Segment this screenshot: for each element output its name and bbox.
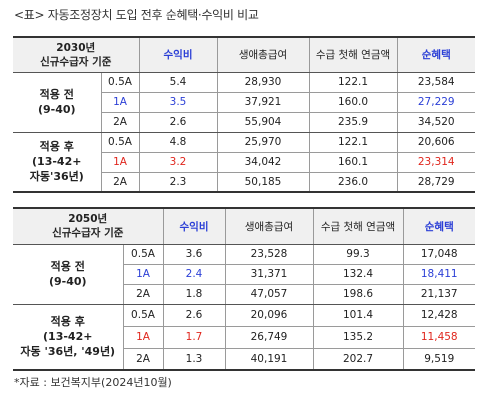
comparison-table-2050: 2050년 신규수급자 기준 수익비 생애총급여 수급 첫해 연금액 순혜택 적… (13, 207, 475, 371)
header-lifetime-benefit: 생애총급여 (217, 36, 310, 73)
net-benefit-cell: 12,428 (403, 304, 475, 327)
return-ratio-cell: 1.3 (163, 348, 226, 371)
income-level: 1A (101, 152, 140, 173)
net-benefit-cell: 20,606 (397, 132, 475, 153)
net-benefit-cell: 11,458 (403, 326, 475, 349)
net-benefit-cell: 23,314 (397, 152, 475, 173)
group-label-before: 적용 전 (9-40) (13, 244, 124, 305)
return-ratio-cell: 1.8 (163, 284, 226, 305)
group-label-after: 적용 후 (13-42+ 자동 '36년, '49년) (13, 304, 124, 371)
header-net-benefit: 순혜택 (397, 36, 475, 73)
net-benefit-cell: 17,048 (403, 244, 475, 265)
lifetime-benefit-cell: 31,371 (225, 264, 314, 285)
income-level: 1A (101, 92, 140, 113)
group-label-before: 적용 전 (9-40) (13, 72, 102, 133)
income-level: 0.5A (123, 244, 164, 265)
table-row: 적용 전 (9-40) 0.5A 5.4 28,930 122.1 23,584 (13, 72, 475, 133)
first-year-pension-cell: 135.2 (313, 326, 404, 349)
return-ratio-cell: 5.4 (139, 72, 218, 93)
first-year-pension-cell: 198.6 (313, 284, 404, 305)
income-level: 1A (123, 326, 164, 349)
table-row: 적용 후 (13-42+ 자동'36년) 0.5A 4.8 25,970 122… (13, 132, 475, 193)
return-ratio-cell: 3.5 (139, 92, 218, 113)
income-level: 1A (123, 264, 164, 285)
net-benefit-cell: 18,411 (403, 264, 475, 285)
lifetime-benefit-cell: 25,970 (217, 132, 310, 153)
return-ratio-cell: 2.6 (139, 112, 218, 133)
header-lifetime-benefit: 생애총급여 (225, 207, 314, 245)
return-ratio-cell: 2.6 (163, 304, 226, 327)
table-row: 2A 2.3 50,185 236.0 28,729 (13, 172, 475, 193)
lifetime-benefit-cell: 37,921 (217, 92, 310, 113)
table-row: 2A 1.3 40,191 202.7 9,519 (13, 348, 475, 371)
first-year-pension-cell: 202.7 (313, 348, 404, 371)
net-benefit-cell: 28,729 (397, 172, 475, 193)
return-ratio-cell: 3.2 (139, 152, 218, 173)
header-return-ratio: 수익비 (139, 36, 218, 73)
header-net-benefit: 순혜택 (403, 207, 475, 245)
first-year-pension-cell: 236.0 (309, 172, 398, 193)
table-row: 1A 3.5 37,921 160.0 27,229 (13, 92, 475, 113)
net-benefit-cell: 23,584 (397, 72, 475, 93)
page-title: <표> 자동조정장치 도입 전후 순혜택·수익비 비교 (14, 8, 259, 22)
income-level: 2A (123, 348, 164, 371)
return-ratio-cell: 4.8 (139, 132, 218, 153)
table-row: 적용 전 (9-40) 0.5A 3.6 23,528 99.3 17,048 (13, 244, 475, 305)
header-first-year-pension: 수급 첫해 연금액 (313, 207, 404, 245)
net-benefit-cell: 27,229 (397, 92, 475, 113)
lifetime-benefit-cell: 47,057 (225, 284, 314, 305)
header-first-year-pension: 수급 첫해 연금액 (309, 36, 398, 73)
first-year-pension-cell: 101.4 (313, 304, 404, 327)
net-benefit-cell: 34,520 (397, 112, 475, 133)
source-note: *자료 : 보건복지부(2024년10월) (14, 376, 172, 389)
lifetime-benefit-cell: 26,749 (225, 326, 314, 349)
first-year-pension-cell: 235.9 (309, 112, 398, 133)
table-row: 2A 1.8 47,057 198.6 21,137 (13, 284, 475, 305)
lifetime-benefit-cell: 20,096 (225, 304, 314, 327)
lifetime-benefit-cell: 50,185 (217, 172, 310, 193)
first-year-pension-cell: 160.0 (309, 92, 398, 113)
income-level: 0.5A (101, 72, 140, 93)
table-row: 2A 2.6 55,904 235.9 34,520 (13, 112, 475, 133)
table-row: 적용 후 (13-42+ 자동 '36년, '49년) 0.5A 2.6 20,… (13, 304, 475, 371)
lifetime-benefit-cell: 55,904 (217, 112, 310, 133)
net-benefit-cell: 21,137 (403, 284, 475, 305)
income-level: 2A (101, 172, 140, 193)
table-row: 1A 3.2 34,042 160.1 23,314 (13, 152, 475, 173)
income-level: 2A (101, 112, 140, 133)
lifetime-benefit-cell: 23,528 (225, 244, 314, 265)
income-level: 0.5A (123, 304, 164, 327)
header-return-ratio: 수익비 (163, 207, 226, 245)
return-ratio-cell: 3.6 (163, 244, 226, 265)
income-level: 2A (123, 284, 164, 305)
table-corner-label: 2030년 신규수급자 기준 (13, 36, 140, 73)
table-row: 1A 1.7 26,749 135.2 11,458 (13, 326, 475, 349)
first-year-pension-cell: 122.1 (309, 132, 398, 153)
return-ratio-cell: 1.7 (163, 326, 226, 349)
table-header-row: 2050년 신규수급자 기준 수익비 생애총급여 수급 첫해 연금액 순혜택 (13, 207, 475, 245)
first-year-pension-cell: 160.1 (309, 152, 398, 173)
lifetime-benefit-cell: 28,930 (217, 72, 310, 93)
comparison-table-2030: 2030년 신규수급자 기준 수익비 생애총급여 수급 첫해 연금액 순혜택 적… (13, 36, 475, 193)
lifetime-benefit-cell: 40,191 (225, 348, 314, 371)
first-year-pension-cell: 99.3 (313, 244, 404, 265)
first-year-pension-cell: 132.4 (313, 264, 404, 285)
table-row: 1A 2.4 31,371 132.4 18,411 (13, 264, 475, 285)
table-corner-label: 2050년 신규수급자 기준 (13, 207, 164, 245)
first-year-pension-cell: 122.1 (309, 72, 398, 93)
net-benefit-cell: 9,519 (403, 348, 475, 371)
lifetime-benefit-cell: 34,042 (217, 152, 310, 173)
return-ratio-cell: 2.4 (163, 264, 226, 285)
group-label-after: 적용 후 (13-42+ 자동'36년) (13, 132, 102, 193)
income-level: 0.5A (101, 132, 140, 153)
table-header-row: 2030년 신규수급자 기준 수익비 생애총급여 수급 첫해 연금액 순혜택 (13, 36, 475, 73)
return-ratio-cell: 2.3 (139, 172, 218, 193)
